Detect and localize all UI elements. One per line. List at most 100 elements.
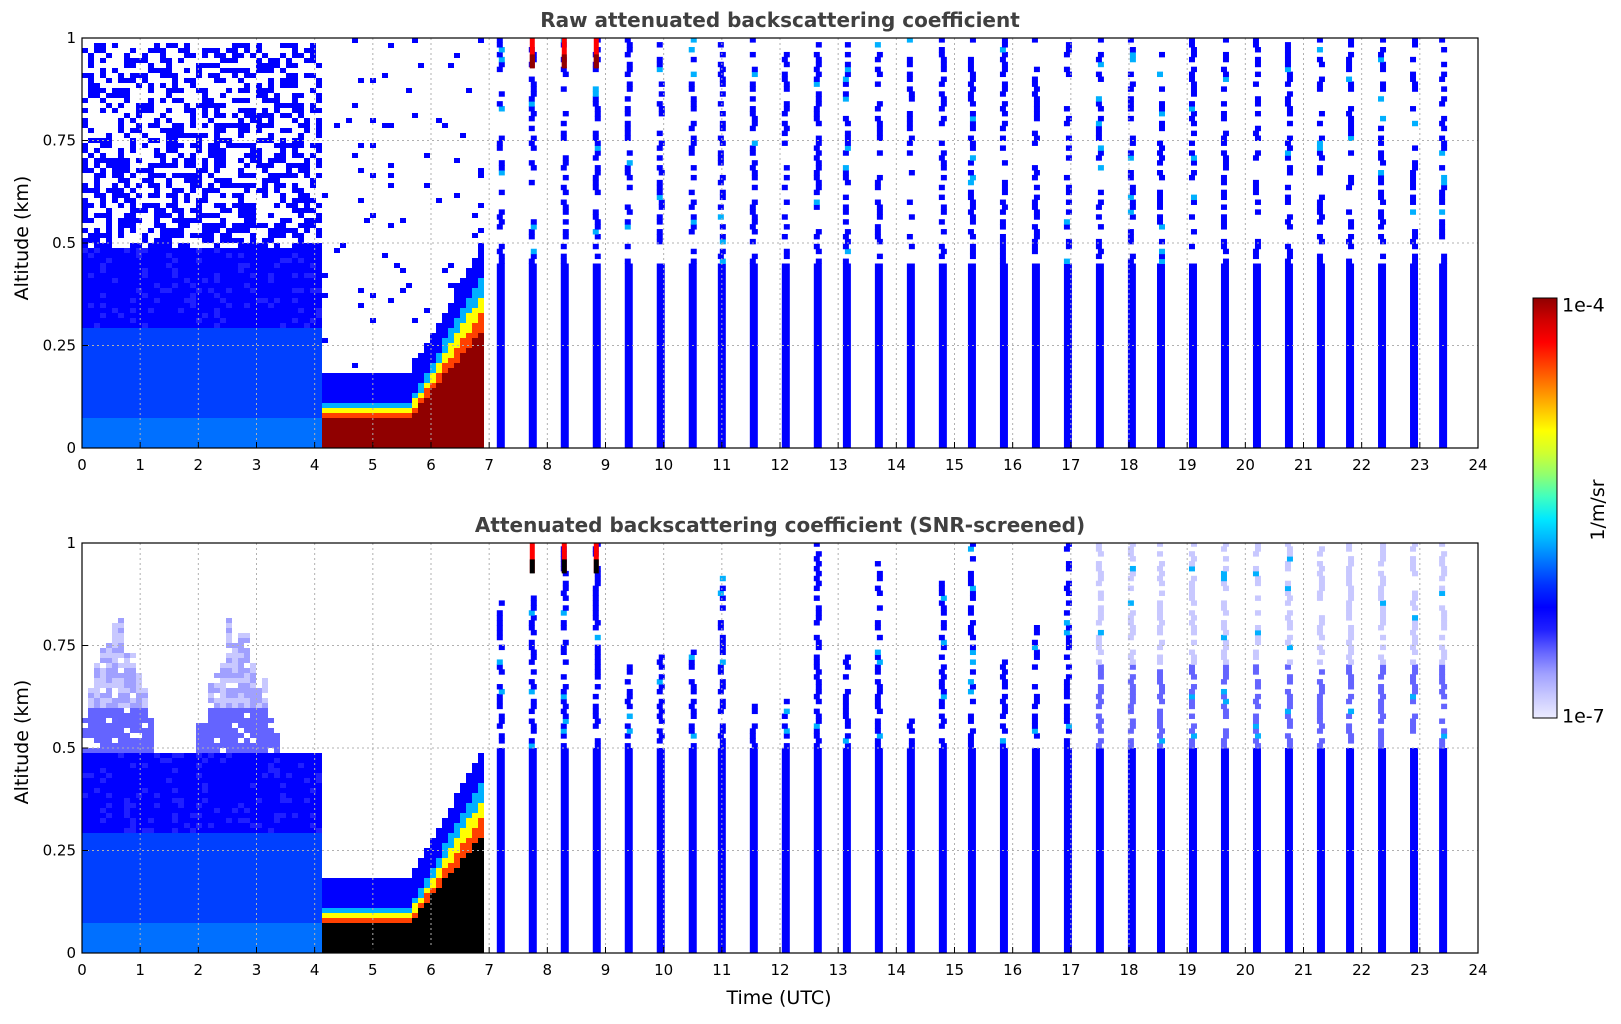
heatmap-cell xyxy=(112,418,118,423)
heatmap-cell xyxy=(94,353,100,358)
heatmap-cell xyxy=(166,368,172,373)
heatmap-cell xyxy=(106,763,112,768)
heatmap-cell xyxy=(208,408,214,413)
heatmap-cell xyxy=(304,173,310,178)
heatmap-cell xyxy=(274,93,280,98)
heatmap-cell xyxy=(382,423,388,428)
heatmap-cell xyxy=(226,308,232,313)
heatmap-cell xyxy=(358,398,364,403)
profile-cell xyxy=(1346,77,1352,82)
heatmap-cell xyxy=(100,773,106,778)
profile-cell xyxy=(784,62,790,67)
heatmap-cell xyxy=(106,768,112,773)
profile-cell xyxy=(1412,229,1418,234)
heatmap-cell xyxy=(94,893,100,898)
profile-strip xyxy=(907,264,915,449)
heatmap-cell xyxy=(316,378,322,383)
profile-cell xyxy=(627,175,633,180)
heatmap-cell xyxy=(196,68,202,73)
profile-cell xyxy=(968,67,974,72)
heatmap-cell xyxy=(226,328,232,333)
heatmap-cell xyxy=(172,418,178,423)
heatmap-cell xyxy=(100,313,106,318)
heatmap-cell xyxy=(148,798,154,803)
heatmap-cell xyxy=(298,413,304,418)
heatmap-cell xyxy=(244,353,250,358)
heatmap-cell xyxy=(142,268,148,273)
heatmap-cell xyxy=(352,423,358,428)
profile-cell xyxy=(814,52,820,57)
heatmap-cell xyxy=(100,948,106,953)
profile-cell xyxy=(1096,101,1102,106)
heatmap-cell xyxy=(214,248,220,253)
heatmap-cell xyxy=(442,403,448,408)
heatmap-cell xyxy=(184,283,190,288)
profile-cell xyxy=(814,190,820,195)
heatmap-cell xyxy=(238,263,244,268)
heatmap-cell xyxy=(130,748,136,753)
heatmap-cell xyxy=(292,268,298,273)
profile-cell xyxy=(1034,116,1040,121)
heatmap-cell xyxy=(172,338,178,343)
heatmap-cell xyxy=(82,418,88,423)
heatmap-cell xyxy=(190,793,196,798)
heatmap-cell xyxy=(448,398,454,403)
heatmap-cell xyxy=(352,398,358,403)
heatmap-cell xyxy=(286,333,292,338)
profile-cell xyxy=(689,150,695,155)
heatmap-cell xyxy=(406,378,412,383)
heatmap-cell xyxy=(214,143,220,148)
heatmap-cell xyxy=(166,413,172,418)
heatmap-cell xyxy=(304,338,310,343)
heatmap-cell xyxy=(274,368,280,373)
heatmap-cell xyxy=(214,318,220,323)
heatmap-cell xyxy=(214,433,220,438)
heatmap-cell xyxy=(136,893,142,898)
heatmap-cell xyxy=(262,363,268,368)
heatmap-cell xyxy=(394,263,400,268)
heatmap-cell xyxy=(274,408,280,413)
heatmap-cell xyxy=(82,858,88,863)
heatmap-cell xyxy=(454,403,460,408)
heatmap-cell xyxy=(166,853,172,858)
heatmap-cell xyxy=(418,408,424,413)
heatmap-cell xyxy=(106,213,112,218)
heatmap-cell xyxy=(190,873,196,878)
heatmap-cell xyxy=(82,798,88,803)
heatmap-cell xyxy=(382,408,388,413)
heatmap-cell xyxy=(130,793,136,798)
heatmap-cell xyxy=(358,383,364,388)
heatmap-cell xyxy=(232,388,238,393)
heatmap-cell xyxy=(160,763,166,768)
profile-cell xyxy=(691,101,697,106)
heatmap-cell xyxy=(160,823,166,828)
heatmap-cell xyxy=(304,123,310,128)
heatmap-cell xyxy=(250,258,256,263)
heatmap-cell xyxy=(100,758,106,763)
heatmap-cell xyxy=(460,358,466,363)
heatmap-cell xyxy=(130,853,136,858)
x-tick-label: 12 xyxy=(770,456,789,474)
heatmap-cell xyxy=(178,438,184,443)
heatmap-cell xyxy=(472,338,478,343)
heatmap-cell xyxy=(184,263,190,268)
heatmap-cell xyxy=(124,688,130,693)
heatmap-cell xyxy=(286,293,292,298)
profile-cell xyxy=(720,77,726,82)
heatmap-cell xyxy=(124,278,130,283)
profile-cell xyxy=(750,52,756,57)
profile-cell xyxy=(1346,67,1352,72)
heatmap-cell xyxy=(280,348,286,353)
heatmap-cell xyxy=(118,438,124,443)
heatmap-cell xyxy=(130,318,136,323)
heatmap-cell xyxy=(136,258,142,263)
heatmap-cell xyxy=(190,843,196,848)
profile-cell xyxy=(1130,52,1136,57)
heatmap-cell xyxy=(100,653,106,658)
heatmap-cell xyxy=(94,243,100,248)
heatmap-cell xyxy=(112,683,118,688)
heatmap-cell xyxy=(118,748,124,753)
raw-backscatter-panel: Raw attenuated backscattering coefficien… xyxy=(11,8,1488,474)
heatmap-cell xyxy=(454,373,460,378)
heatmap-cell xyxy=(124,693,130,698)
